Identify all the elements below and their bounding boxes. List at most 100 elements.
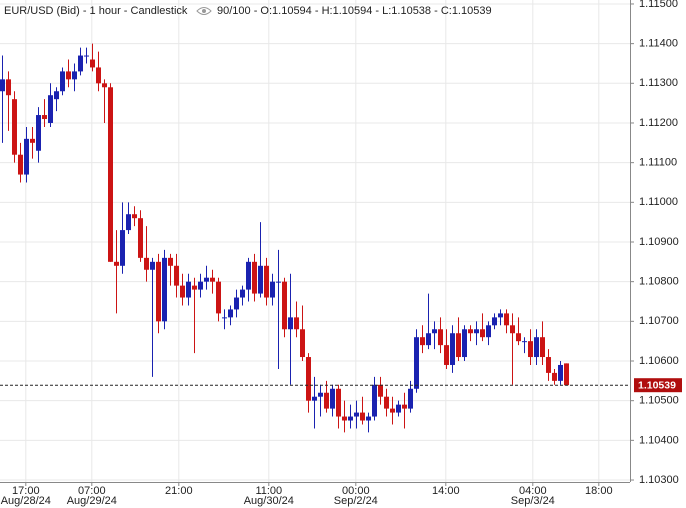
candle-body (0, 79, 5, 92)
candle-body (456, 333, 461, 358)
candle-body (378, 384, 383, 397)
candle-body (288, 317, 293, 330)
candle-body (330, 388, 335, 409)
y-tick-label: 1.11000 (639, 196, 678, 208)
candle-body (348, 416, 353, 421)
candle-body (300, 329, 305, 358)
candle-body (306, 357, 311, 401)
candle-body (174, 265, 179, 286)
candle-body (12, 99, 17, 155)
candle-body (516, 333, 521, 342)
y-tick-label: 1.11200 (639, 117, 678, 129)
candle-body (384, 396, 389, 409)
candle-body (276, 281, 281, 283)
x-tick-label: 17:00 (12, 485, 40, 497)
candle-body (534, 337, 539, 358)
candle-body (510, 325, 515, 334)
candle-body (216, 281, 221, 314)
candle-body (54, 91, 59, 100)
candle-body (252, 261, 257, 294)
candle-body (90, 59, 95, 68)
candle-body (504, 313, 509, 326)
candle-body (414, 337, 419, 389)
candle-body (240, 289, 245, 298)
candle-body (72, 71, 77, 80)
chart-title: EUR/USD (Bid) - 1 hour - Candlestick (4, 5, 188, 17)
x-date-label: Aug/30/24 (244, 495, 294, 507)
x-date-label: Aug/29/24 (67, 495, 117, 507)
last-price-box (634, 378, 682, 393)
x-tick-label: 21:00 (165, 485, 193, 497)
candle-body (558, 364, 563, 381)
x-tick-label: 00:00 (342, 485, 370, 497)
candle-body (462, 329, 467, 358)
candle-body (438, 329, 443, 346)
y-tick-label: 1.10700 (639, 315, 679, 327)
candle-body (324, 392, 329, 409)
candle-body (336, 388, 341, 417)
candle-body (222, 317, 227, 319)
candle-body (246, 261, 251, 290)
candle-body (492, 317, 497, 326)
candle-body (168, 257, 173, 266)
ohlc-info: 90/100 - O:1.10594 - H:1.10594 - L:1.105… (217, 5, 492, 17)
x-date-label: Sep/2/24 (334, 495, 378, 507)
candle-body (84, 55, 89, 57)
x-date-label: Sep/3/24 (511, 495, 555, 507)
candle-body (426, 333, 431, 346)
candle-body (432, 329, 437, 334)
y-tick-label: 1.11400 (639, 38, 678, 50)
candle-body (396, 404, 401, 413)
candle-body (552, 372, 557, 381)
y-tick-label: 1.10400 (639, 434, 679, 446)
x-tick-label: 11:00 (255, 485, 282, 497)
candle-body (126, 214, 131, 231)
candle-body (342, 416, 347, 421)
candle-body (144, 257, 149, 270)
candle-body (210, 277, 215, 282)
x-tick-label: 04:00 (519, 485, 547, 497)
candle-body (78, 55, 83, 72)
candle-body (132, 214, 137, 219)
candle-body (354, 412, 359, 417)
candle-body (366, 416, 371, 421)
candle-body (450, 333, 455, 365)
candle-body (312, 396, 317, 401)
candles (0, 43, 569, 433)
candle-body (228, 309, 233, 318)
candle-body (258, 265, 263, 294)
candle-body (528, 341, 533, 358)
candle-body (156, 261, 161, 322)
candle-body (150, 261, 155, 270)
y-tick-label: 1.11500 (639, 0, 678, 10)
candle-body (18, 154, 23, 175)
x-tick-label: 14:00 (432, 485, 460, 497)
y-tick-label: 1.11300 (639, 77, 678, 89)
y-tick-label: 1.10500 (639, 395, 679, 407)
candle-body (498, 313, 503, 318)
grid (0, 0, 630, 482)
candle-body (36, 115, 41, 151)
candle-body (294, 317, 299, 330)
candle-body (48, 95, 53, 123)
x-date-label: Aug/28/24 (1, 495, 51, 507)
visibility-icon[interactable] (196, 7, 212, 15)
candle-body (408, 388, 413, 409)
candle-body (24, 138, 29, 175)
candle-body (234, 297, 239, 310)
candle-body (390, 408, 395, 413)
candle-body (102, 83, 107, 88)
candle-body (474, 329, 479, 334)
y-tick-label: 1.10600 (639, 355, 679, 367)
candle-body (270, 281, 275, 298)
y-tick-label: 1.10300 (639, 474, 679, 486)
candle-body (180, 285, 185, 298)
candle-body (114, 261, 119, 266)
last-price-label: 1.10539 (638, 379, 676, 391)
candle-body (282, 281, 287, 330)
candle-body (522, 341, 527, 343)
candle-body (198, 281, 203, 290)
candle-body (192, 285, 197, 290)
candle-body (264, 265, 269, 298)
